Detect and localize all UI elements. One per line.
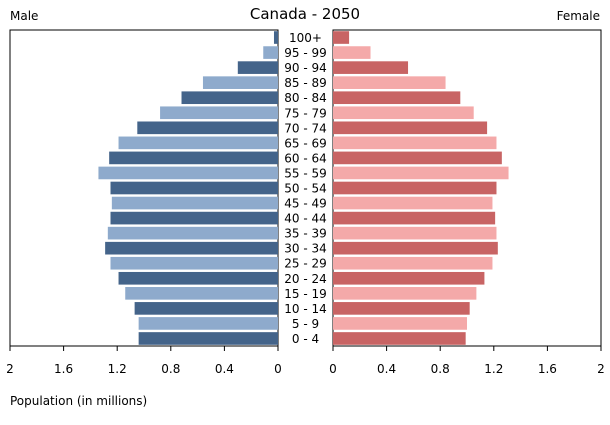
female-bar [333,211,496,225]
male-bar [110,211,278,225]
x-tick-label: 1.2 [108,362,127,376]
female-bar [333,287,477,300]
age-group-label: 90 - 94 [284,61,327,75]
age-group-label: 75 - 79 [284,106,327,120]
x-tick-label: 0.4 [215,362,234,376]
age-group-label: 85 - 89 [284,76,327,90]
age-group-label: 80 - 84 [284,91,327,105]
male-bar [237,61,278,74]
age-group-label: 35 - 39 [284,227,327,241]
age-group-label: 15 - 19 [284,287,327,301]
chart-title: Canada - 2050 [250,5,360,23]
male-bar [118,136,278,150]
male-bar [202,76,278,89]
x-tick-label: 1.6 [54,362,73,376]
male-bar [134,302,278,315]
male-x-axis: 2 1.6 1.2 0.8 0.4 0 [6,346,282,376]
female-bar [333,151,502,165]
female-bar [333,271,485,285]
male-bar [107,226,278,240]
male-bar [138,332,278,345]
age-group-label: 95 - 99 [284,46,327,60]
x-tick-label: 0.8 [161,362,180,376]
age-group-label: 65 - 69 [284,136,327,150]
x-tick-label: 1.6 [538,362,557,376]
female-bar [333,256,493,270]
age-group-label: 50 - 54 [284,182,327,196]
female-label: Female [557,9,600,23]
x-axis-title: Population (in millions) [10,394,147,408]
male-bar [181,91,278,105]
female-bar [333,196,493,210]
male-bar [160,106,278,120]
age-group-label: 40 - 44 [284,212,327,226]
age-group-label: 5 - 9 [292,317,319,331]
x-tick-label: 1.2 [484,362,503,376]
male-bar [137,121,278,135]
male-bar [125,287,279,300]
female-bar [333,317,467,330]
female-bar [333,226,497,240]
x-tick-label: 2 [597,362,605,376]
age-group-label: 0 - 4 [292,332,319,346]
female-bar [333,61,409,74]
male-bars [98,31,279,345]
age-group-label: 45 - 49 [284,197,327,211]
female-bar [333,136,497,150]
female-bar [333,302,470,315]
male-bar [263,46,278,59]
age-group-label: 55 - 59 [284,166,327,180]
age-group-label: 25 - 29 [284,257,327,271]
male-label: Male [10,9,38,23]
male-bar [110,256,278,270]
male-bar [111,196,278,210]
x-tick-label: 0.8 [431,362,450,376]
age-group-label: 10 - 14 [284,302,327,316]
female-bar [333,181,497,195]
male-bar [118,271,278,285]
x-tick-label: 0 [329,362,337,376]
x-tick-label: 2 [6,362,14,376]
female-bar [333,76,446,89]
age-group-label: 30 - 34 [284,242,327,256]
female-bar [333,106,474,120]
male-bar [109,151,278,165]
x-tick-label: 0 [274,362,282,376]
age-group-label: 20 - 24 [284,272,327,286]
female-bar [333,166,509,180]
male-bar [98,166,278,180]
male-bar [138,317,278,330]
female-x-axis: 0 0.4 0.8 1.2 1.6 2 [329,346,605,376]
female-bar [333,31,350,44]
female-bars [333,31,509,345]
female-bar [333,121,488,135]
female-bar [333,241,498,255]
male-bar [105,241,278,255]
age-group-label: 100+ [289,31,322,45]
male-bar [110,181,278,195]
male-bar [273,31,278,44]
age-group-label: 60 - 64 [284,151,327,165]
female-bar [333,332,466,345]
age-group-label: 70 - 74 [284,121,327,135]
female-bar [333,46,371,59]
female-bar [333,91,461,105]
x-tick-label: 0.4 [377,362,396,376]
